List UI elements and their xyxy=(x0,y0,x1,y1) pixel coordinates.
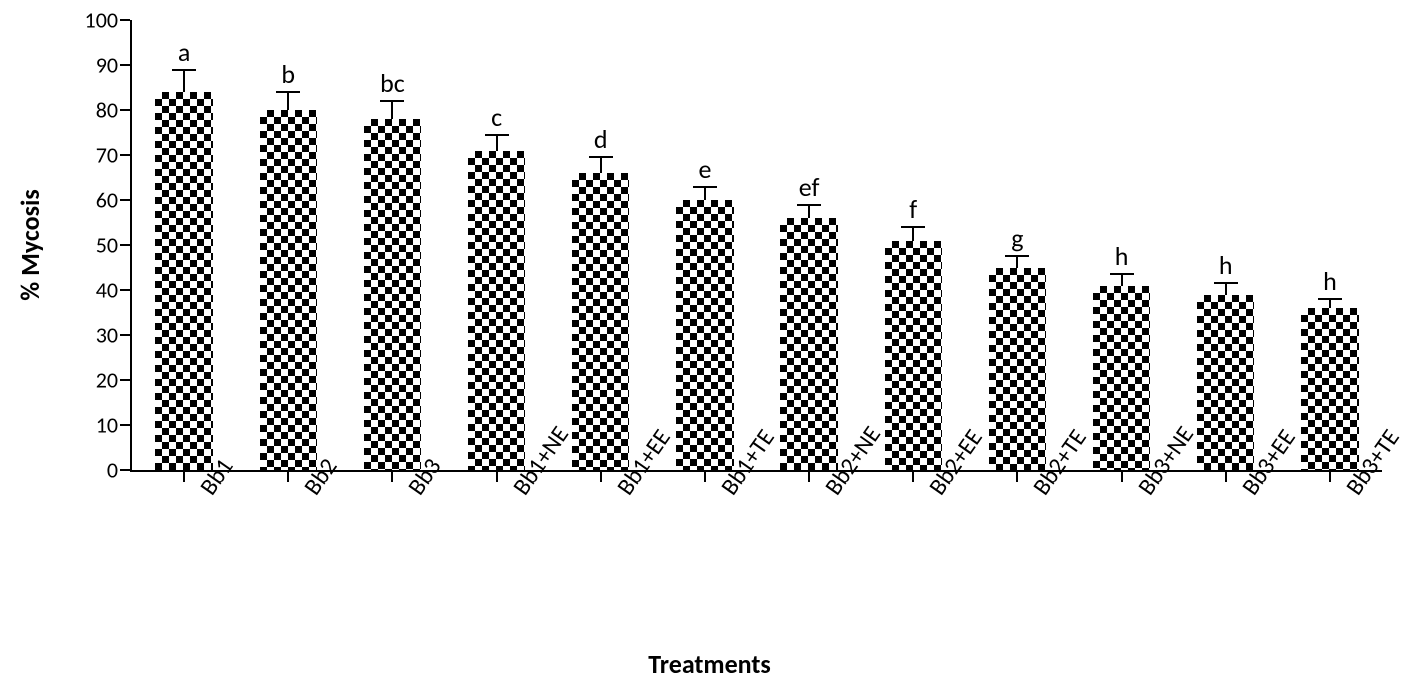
error-cap xyxy=(797,204,821,206)
error-cap xyxy=(693,186,717,188)
significance-letter: bc xyxy=(380,67,405,99)
bar: h xyxy=(1197,295,1254,471)
error-cap xyxy=(1214,282,1238,284)
bar: b xyxy=(260,110,317,470)
error-bar xyxy=(1016,256,1018,267)
x-tick xyxy=(912,472,914,482)
error-cap xyxy=(1005,255,1029,257)
significance-letter: e xyxy=(698,153,711,185)
bar: f xyxy=(885,241,942,471)
significance-letter: g xyxy=(1011,222,1023,254)
y-tick xyxy=(120,19,130,21)
significance-letter: h xyxy=(1115,240,1129,272)
x-tick xyxy=(1225,472,1227,482)
x-tick xyxy=(1329,472,1331,482)
y-tick xyxy=(120,109,130,111)
error-cap xyxy=(1110,273,1134,275)
y-tick-label: 100 xyxy=(68,7,118,34)
error-cap xyxy=(1318,298,1342,300)
error-bar xyxy=(704,187,706,201)
mycosis-bar-chart: % Mycosis abbccdeeffghhh 010203040506070… xyxy=(0,0,1419,685)
y-tick xyxy=(120,469,130,471)
error-bar xyxy=(1329,299,1331,308)
y-tick-label: 40 xyxy=(68,277,118,304)
y-tick xyxy=(120,289,130,291)
y-tick-label: 70 xyxy=(68,142,118,169)
error-cap xyxy=(589,156,613,158)
error-cap xyxy=(380,100,404,102)
bars-container: abbccdeeffghhh xyxy=(132,20,1382,470)
significance-letter: f xyxy=(909,193,917,225)
error-bar xyxy=(912,227,914,241)
error-cap xyxy=(485,134,509,136)
bar: ef xyxy=(780,218,837,470)
y-axis-title: % Mycosis xyxy=(14,189,46,300)
error-bar xyxy=(287,92,289,110)
y-tick-label: 20 xyxy=(68,367,118,394)
error-bar xyxy=(600,157,602,173)
bar: g xyxy=(989,268,1046,471)
y-tick-label: 30 xyxy=(68,322,118,349)
error-bar xyxy=(391,101,393,119)
bar: bc xyxy=(364,119,421,470)
y-tick-label: 90 xyxy=(68,52,118,79)
y-tick xyxy=(120,244,130,246)
bar: a xyxy=(155,92,212,470)
error-cap xyxy=(901,226,925,228)
x-tick xyxy=(183,472,185,482)
significance-letter: b xyxy=(281,58,295,90)
significance-letter: d xyxy=(594,123,608,155)
significance-letter: h xyxy=(1219,249,1233,281)
x-tick xyxy=(1016,472,1018,482)
bar: c xyxy=(468,151,525,471)
error-bar xyxy=(1225,283,1227,294)
y-tick xyxy=(120,199,130,201)
y-tick xyxy=(120,154,130,156)
x-tick xyxy=(1121,472,1123,482)
significance-letter: h xyxy=(1323,265,1337,297)
error-bar xyxy=(1121,274,1123,285)
x-tick xyxy=(391,472,393,482)
significance-letter: ef xyxy=(799,171,820,203)
error-bar xyxy=(808,205,810,219)
bar: h xyxy=(1093,286,1150,471)
x-tick xyxy=(704,472,706,482)
x-tick xyxy=(600,472,602,482)
plot-area: abbccdeeffghhh 0102030405060708090100Bb1… xyxy=(130,20,1382,472)
error-cap xyxy=(276,91,300,93)
bar: d xyxy=(572,173,629,470)
significance-letter: a xyxy=(178,36,190,68)
y-tick xyxy=(120,379,130,381)
y-tick-label: 60 xyxy=(68,187,118,214)
bar: h xyxy=(1301,308,1358,470)
x-tick xyxy=(808,472,810,482)
error-cap xyxy=(172,69,196,71)
bar: e xyxy=(676,200,733,470)
y-tick xyxy=(120,334,130,336)
x-tick xyxy=(496,472,498,482)
y-tick-label: 80 xyxy=(68,97,118,124)
y-tick xyxy=(120,64,130,66)
y-tick xyxy=(120,424,130,426)
y-tick-label: 50 xyxy=(68,232,118,259)
error-bar xyxy=(183,70,185,93)
error-bar xyxy=(496,135,498,151)
y-tick-label: 0 xyxy=(68,457,118,484)
x-tick xyxy=(287,472,289,482)
y-tick-label: 10 xyxy=(68,412,118,439)
x-axis-title: Treatments xyxy=(0,648,1419,680)
significance-letter: c xyxy=(491,101,502,133)
